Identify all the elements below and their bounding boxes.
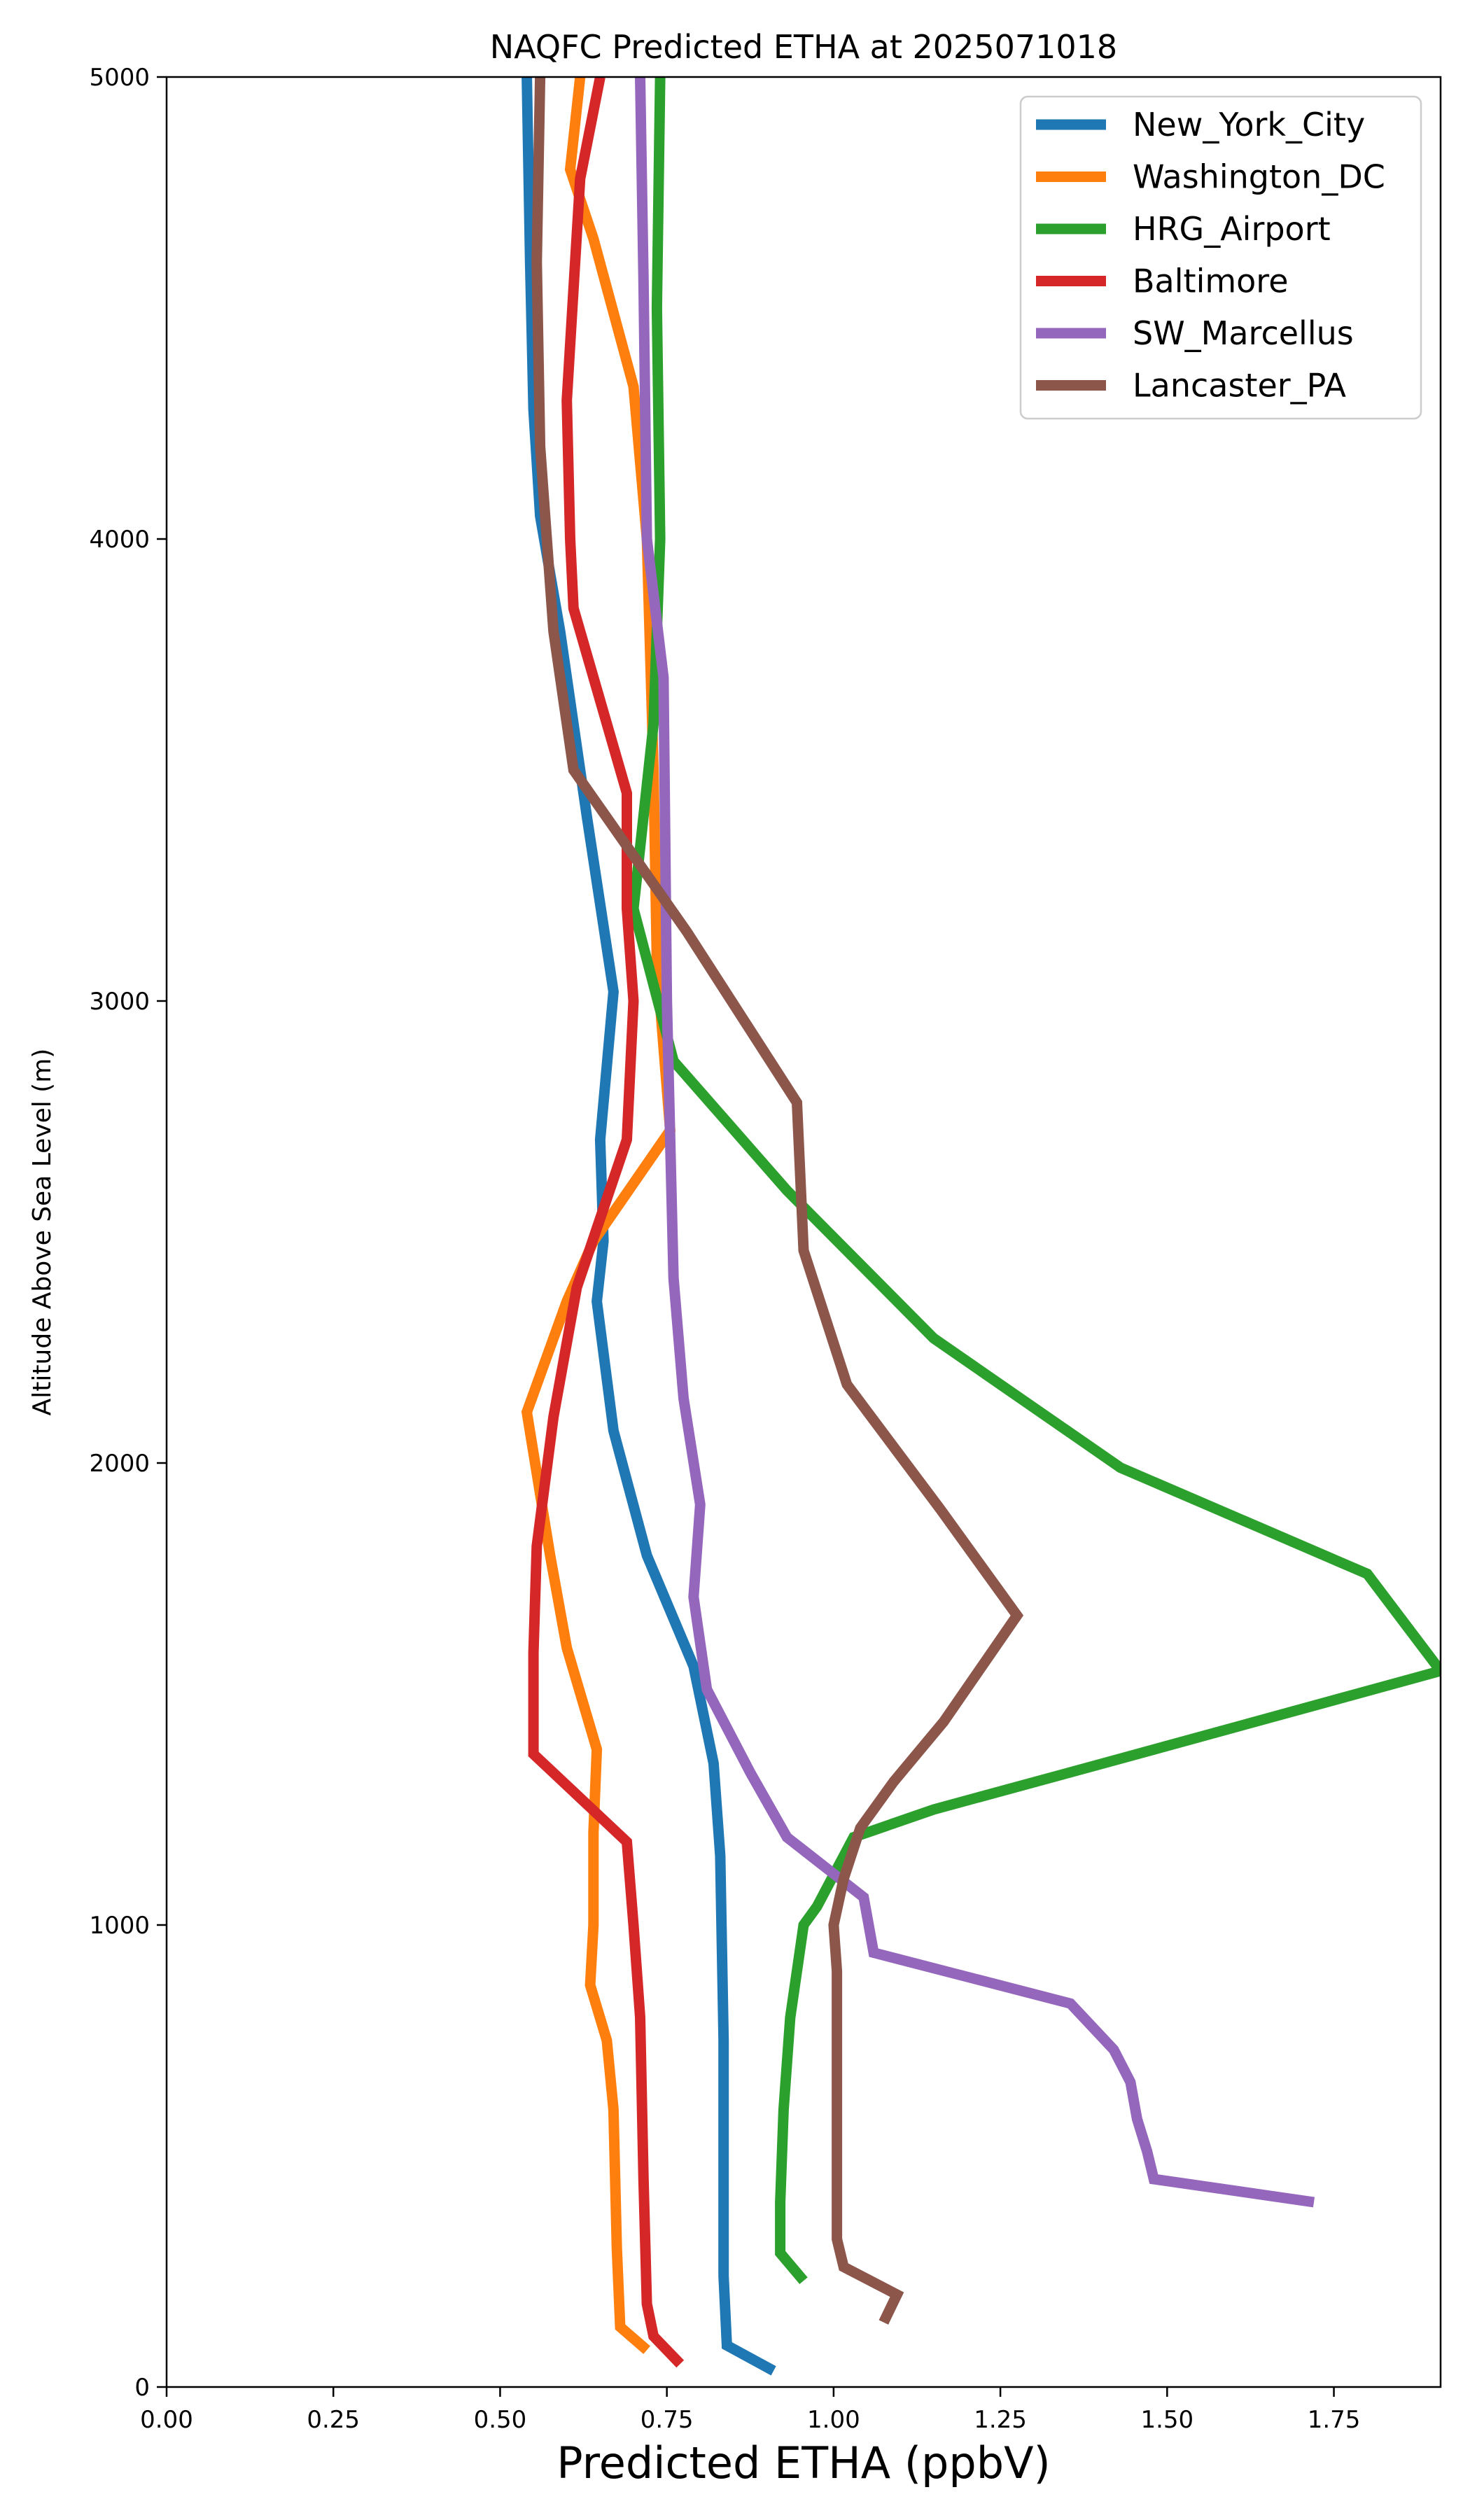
x-tick-label: 1.00 — [807, 2406, 860, 2434]
legend-label: Lancaster_PA — [1133, 367, 1346, 405]
y-tick-label: 5000 — [89, 64, 150, 92]
legend-label: Baltimore — [1133, 262, 1289, 300]
chart-title: NAQFC Predicted ETHA at 2025071018 — [490, 28, 1117, 66]
x-tick-label: 1.50 — [1140, 2406, 1194, 2434]
y-tick-label: 1000 — [89, 1912, 150, 1940]
legend-label: New_York_City — [1133, 106, 1365, 144]
x-tick-label: 0.75 — [640, 2406, 694, 2434]
y-tick-label: 3000 — [89, 988, 150, 1016]
series-line-baltimore — [528, 77, 685, 2368]
legend-box — [1019, 95, 1422, 420]
legend-label: HRG_Airport — [1133, 210, 1331, 248]
series-line-sw-marcellus — [635, 77, 1315, 2208]
series-line-washington-dc — [521, 77, 676, 2354]
y-tick-label: 2000 — [89, 1450, 150, 1478]
legend: New_York_City Washington_DC HRG_Airport Bal… — [1019, 95, 1422, 420]
x-tick-label: 1.25 — [974, 2406, 1027, 2434]
legend-items: New_York_City Washington_DC HRG_Airport Bal… — [1036, 106, 1385, 405]
plot-area: 0.00 0.25 0.50 0.75 1.00 1.25 1.50 1.75 0 1000 20… — [89, 64, 1442, 2434]
x-tick-label: 0.00 — [140, 2406, 193, 2434]
y-tick-label: 4000 — [89, 526, 150, 554]
x-axis-ticks: 0.00 0.25 0.50 0.75 1.00 1.25 1.50 1.75 — [140, 2387, 1360, 2434]
y-axis-ticks: 0 1000 2000 3000 4000 5000 — [89, 64, 167, 2402]
y-axis-label: Altitude Above Sea Level (m) — [28, 1049, 57, 1416]
legend-label: SW_Marcellus — [1133, 314, 1354, 352]
y-tick-label: 0 — [134, 2374, 150, 2402]
x-axis-label: Predicted ETHA (ppbV) — [556, 2437, 1050, 2488]
x-tick-label: 0.50 — [474, 2406, 527, 2434]
series-layer — [521, 77, 1441, 2376]
series-line-lancaster-pa — [531, 77, 1024, 2325]
x-tick-label: 0.25 — [307, 2406, 360, 2434]
axes-frame — [165, 76, 1442, 2388]
x-tick-label: 1.75 — [1308, 2406, 1361, 2434]
series-line-hrg-airport — [628, 77, 1441, 2285]
legend-label: Washington_DC — [1133, 158, 1385, 196]
